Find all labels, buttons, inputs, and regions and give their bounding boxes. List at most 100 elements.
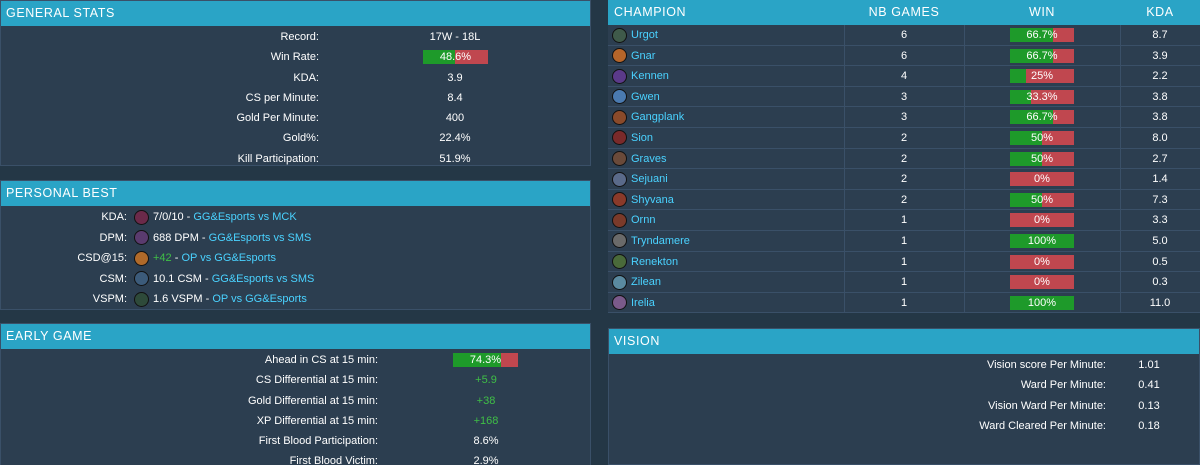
- champion-portrait-icon: [612, 295, 627, 311]
- personal-best-row: CSM: 10.1 CSM - GG&Esports vs SMS: [1, 269, 590, 290]
- champion-winrate-bar: 50%: [1010, 192, 1074, 207]
- champion-kda: 8.7: [1152, 29, 1168, 41]
- champion-name-link[interactable]: Irelia: [631, 296, 655, 309]
- champion-name-link[interactable]: Urgot: [631, 29, 658, 41]
- personal-best-separator: -: [201, 272, 212, 285]
- champion-name-link[interactable]: Gangplank: [631, 111, 685, 124]
- champion-cell: Shyvana: [612, 190, 674, 210]
- vision-score-row: Vision score Per Minute: 1.01: [609, 355, 1199, 375]
- champion-name-link[interactable]: Ornn: [631, 214, 656, 227]
- champion-cell: Sion: [612, 128, 653, 148]
- champion-winrate-bar: 0%: [1010, 275, 1074, 290]
- champion-name-link[interactable]: Shyvana: [631, 193, 674, 206]
- vision-ward-label: Vision Ward Per Minute:: [988, 399, 1106, 412]
- kda-label: KDA:: [293, 71, 319, 84]
- champion-games: 6: [900, 49, 908, 62]
- kda-value: 3.9: [447, 71, 463, 84]
- champion-cell: Ornn: [612, 210, 655, 230]
- champion-name-link[interactable]: Zilean: [631, 276, 661, 289]
- champion-games: 1: [900, 214, 908, 227]
- champion-row: Kennen 4 25% 2.2: [608, 66, 1200, 87]
- vision-ward-value: 0.13: [1138, 399, 1160, 412]
- champion-kda: 0.5: [1152, 255, 1168, 268]
- champion-kda: 0.3: [1152, 276, 1168, 289]
- champion-winrate-bar: 66.7%: [1010, 28, 1074, 42]
- personal-best-match-link[interactable]: GG&Esports vs SMS: [208, 231, 312, 244]
- champion-winrate-bar-fill: [1010, 110, 1053, 125]
- column-kda[interactable]: KDA: [1146, 5, 1174, 19]
- champion-winrate-bar-fill: [1010, 69, 1026, 84]
- champion-name-link[interactable]: Sejuani: [631, 173, 668, 186]
- personal-best-row: VSPM: 1.6 VSPM - OP vs GG&Esports: [1, 289, 590, 310]
- champion-winrate-bar: 25%: [1010, 69, 1074, 84]
- champion-portrait-icon: [612, 254, 627, 270]
- personal-best-match-link[interactable]: OP vs GG&Esports: [181, 252, 277, 264]
- champion-winrate-bar: 0%: [1010, 172, 1074, 187]
- personal-best-panel: PERSONAL BEST KDA: 7/0/10 - GG&Esports vs…: [0, 180, 591, 310]
- champion-kda: 2.2: [1152, 70, 1168, 83]
- early-game-panel: EARLY GAME Ahead in CS at 15 min: 74.3% …: [0, 323, 591, 465]
- champion-winrate-value: 33.3%: [1026, 90, 1058, 103]
- win-rate-bar-fill: [423, 50, 455, 65]
- champion-kda: 7.3: [1152, 193, 1168, 206]
- cs-diff-row: CS Differential at 15 min: +5.9: [1, 370, 590, 390]
- champion-games: 2: [900, 193, 908, 206]
- champion-cell: Tryndamere: [612, 231, 690, 251]
- champion-cell: Sejuani: [612, 169, 668, 189]
- champion-row: Ornn 1 0% 3.3: [608, 210, 1200, 231]
- champion-row: Gwen 3 33.3% 3.8: [608, 86, 1200, 108]
- kill-participation-row: Kill Participation: 51.9%: [1, 149, 590, 169]
- champion-winrate-bar: 0%: [1010, 213, 1074, 228]
- champion-winrate-value: 50%: [1030, 152, 1054, 165]
- champion-winrate-bar: 66.7%: [1010, 48, 1074, 63]
- champion-row: Zilean 1 0% 0.3: [608, 272, 1200, 293]
- champion-cell: Kennen: [612, 66, 669, 86]
- champion-cell: Irelia: [612, 293, 655, 313]
- personal-best-label: DPM:: [99, 231, 128, 244]
- champion-row: Gangplank 3 66.7% 3.8: [608, 107, 1200, 128]
- gold-percent-label: Gold%:: [282, 132, 319, 145]
- champion-row: Tryndamere 1 100% 5.0: [608, 230, 1200, 252]
- champion-portrait-icon: [612, 109, 627, 125]
- champion-name-link[interactable]: Sion: [631, 131, 654, 144]
- champion-name-link[interactable]: Gwen: [631, 90, 660, 103]
- champion-name-link[interactable]: Graves: [631, 152, 667, 165]
- personal-best-match-link[interactable]: GG&Esports vs MCK: [193, 211, 297, 223]
- champion-kda: 3.8: [1152, 90, 1168, 103]
- ahead-cs-bar-fill: [453, 353, 502, 367]
- personal-best-match-link[interactable]: GG&Esports vs SMS: [211, 272, 315, 285]
- champion-row: Sion 2 50% 8.0: [608, 127, 1200, 149]
- champion-games: 4: [900, 70, 908, 83]
- kill-participation-value: 51.9%: [439, 152, 471, 165]
- personal-best-row: DPM: 688 DPM - GG&Esports vs SMS: [1, 228, 590, 249]
- champion-winrate-bar-fill: [1010, 295, 1074, 310]
- personal-best-content: 1.6 VSPM - OP vs GG&Esports: [134, 289, 307, 310]
- champion-winrate-bar-fill: [1010, 151, 1042, 166]
- champion-winrate-value: 100%: [1027, 296, 1057, 309]
- win-rate-bar: 48.6%: [423, 50, 488, 65]
- champion-name-link[interactable]: Gnar: [631, 49, 656, 62]
- gold-value: 400: [445, 112, 465, 125]
- column-champion[interactable]: CHAMPION: [614, 5, 687, 19]
- cs-diff-value: +5.9: [475, 374, 497, 387]
- ahead-cs-value: 74.3%: [469, 354, 502, 366]
- champion-winrate-bar: 66.7%: [1010, 110, 1074, 125]
- champion-winrate-value: 100%: [1027, 234, 1057, 247]
- champion-name-link[interactable]: Kennen: [631, 70, 669, 83]
- champion-winrate-value: 50%: [1030, 193, 1054, 206]
- champion-name-link[interactable]: Renekton: [631, 255, 679, 268]
- personal-best-match-link[interactable]: OP vs GG&Esports: [212, 293, 307, 305]
- gold-diff-label: Gold Differential at 15 min:: [247, 394, 378, 407]
- champion-cell: Gwen: [612, 87, 660, 107]
- gold-percent-row: Gold%: 22.4%: [1, 128, 590, 148]
- champion-games: 3: [900, 90, 908, 103]
- personal-best-separator: -: [202, 293, 213, 305]
- champion-name-link[interactable]: Tryndamere: [631, 234, 690, 247]
- champion-winrate-bar-fill: [1010, 89, 1032, 104]
- gold-diff-row: Gold Differential at 15 min: +38: [1, 391, 590, 411]
- column-games[interactable]: NB GAMES: [868, 5, 940, 19]
- champion-portrait-icon: [612, 27, 627, 43]
- champion-games: 1: [900, 234, 908, 247]
- champion-table-header: CHAMPION NB GAMES WIN RATE KDA: [608, 0, 1200, 44]
- champion-games: 2: [900, 173, 908, 186]
